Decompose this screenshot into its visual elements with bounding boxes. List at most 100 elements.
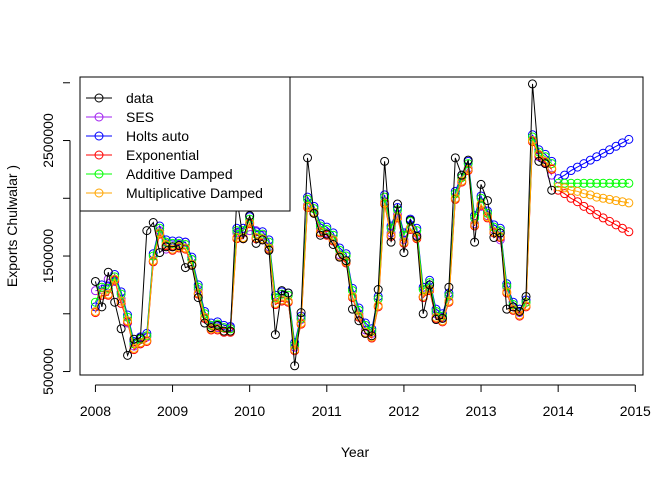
data-series-point	[547, 185, 557, 195]
exponential-fitted-point	[116, 298, 126, 308]
x-tick-label: 2008	[80, 403, 111, 419]
additive-damped-fitted-point	[354, 305, 364, 315]
multiplicative-damped-fitted-point	[277, 295, 287, 305]
additive-damped-fitted-point	[463, 159, 473, 169]
multiplicative-damped-fitted-point	[380, 198, 390, 208]
additive-damped-fitted-point	[116, 289, 126, 299]
additive-damped-fitted-point	[476, 193, 486, 203]
data-series-point	[290, 361, 300, 371]
multiplicative-damped-fitted-point	[348, 291, 358, 301]
legend-label: Exponential	[126, 147, 199, 163]
additive-damped-forecast-point	[605, 178, 615, 188]
data-series-point	[110, 297, 120, 307]
data-series-point	[283, 288, 293, 298]
additive-damped-forecast-point	[585, 178, 595, 188]
data-series-point	[174, 241, 184, 251]
data-series-point	[200, 318, 210, 328]
multiplicative-damped-fitted-point	[373, 301, 383, 311]
legend-swatch-marker	[94, 188, 104, 198]
data-series-point	[521, 291, 531, 301]
multiplicative-damped-fitted-point	[296, 318, 306, 328]
multiplicative-damped-forecast-point	[624, 198, 634, 208]
multiplicative-damped-fitted-point	[392, 212, 402, 222]
data-series-point	[437, 313, 447, 323]
data-series-point	[97, 302, 107, 312]
multiplicative-damped-forecast-point	[598, 193, 608, 203]
data-series-point	[418, 309, 428, 319]
data-series-point	[161, 242, 171, 252]
data-series-point	[90, 276, 100, 286]
multiplicative-damped-forecast-point	[560, 183, 570, 193]
data-series-point	[463, 155, 473, 165]
data-series-point	[515, 306, 525, 316]
data-series-point	[373, 285, 383, 295]
multiplicative-damped-fitted-point	[245, 218, 255, 228]
data-series-point	[219, 326, 229, 336]
data-series-point	[444, 282, 454, 292]
additive-damped-fitted-point	[161, 237, 171, 247]
legend-swatch-marker	[94, 93, 104, 103]
plot-area	[90, 79, 634, 371]
data-series-point	[341, 256, 351, 266]
multiplicative-damped-forecast-point	[592, 192, 602, 202]
data-series-point	[534, 156, 544, 166]
holts-auto-forecast-point	[624, 134, 634, 144]
legend: data SES Holts auto Exponential Additive Dam…	[79, 76, 291, 212]
additive-damped-forecast-point	[592, 178, 602, 188]
data-series-point	[470, 237, 480, 247]
data-series-point	[328, 239, 338, 249]
additive-damped-fitted-point	[322, 224, 332, 234]
additive-damped-forecast-point	[617, 178, 627, 188]
data-series-point	[540, 159, 550, 169]
additive-damped-forecast-point	[566, 178, 576, 188]
data-series-point	[425, 280, 435, 290]
data-series-point	[412, 231, 422, 241]
exponential-forecast-point	[624, 227, 634, 237]
data-series-point	[123, 350, 133, 360]
additive-damped-fitted-point	[277, 289, 287, 299]
multiplicative-damped-forecast-point	[611, 196, 621, 206]
data-series-point	[457, 170, 467, 180]
multiplicative-damped-forecast-point	[617, 197, 627, 207]
data-series-point	[380, 156, 390, 166]
data-series-point	[431, 315, 441, 325]
additive-damped-fitted-point	[412, 226, 422, 236]
data-series-point	[142, 226, 152, 236]
data-series-point	[258, 235, 268, 245]
y-tick-label: 1500000	[40, 229, 56, 284]
data-series-point	[348, 304, 358, 314]
x-tick-label: 2015	[620, 403, 651, 419]
data-series-point	[129, 334, 139, 344]
data-series-point	[502, 304, 512, 314]
multiplicative-damped-forecast-line	[558, 186, 629, 204]
additive-damped-forecast-point	[579, 178, 589, 188]
exponential-forecast-point	[585, 205, 595, 215]
data-series-point	[187, 260, 197, 270]
legend-box	[79, 76, 291, 212]
multiplicative-damped-fitted-point	[470, 220, 480, 230]
multiplicative-damped-fitted-point	[444, 296, 454, 306]
data-series-point	[238, 234, 248, 244]
data-series-point	[360, 328, 370, 338]
multiplicative-damped-fitted-point	[232, 233, 242, 243]
data-series-point	[450, 153, 460, 163]
data-series-point	[296, 308, 306, 318]
data-series-point	[180, 263, 190, 273]
multiplicative-damped-forecast-point	[585, 190, 595, 200]
multiplicative-damped-fitted-point	[450, 193, 460, 203]
additive-damped-fitted-point	[283, 290, 293, 300]
additive-damped-fitted-point	[328, 230, 338, 240]
multiplicative-damped-fitted-point	[527, 136, 537, 146]
multiplicative-damped-fitted-point	[457, 176, 467, 186]
multiplicative-damped-fitted-point	[290, 345, 300, 355]
multiplicative-damped-forecast-point	[579, 189, 589, 199]
plot-frame	[79, 76, 644, 376]
multiplicative-damped-fitted-point	[148, 256, 158, 266]
data-series-point	[367, 331, 377, 341]
multiplicative-damped-fitted-point	[90, 306, 100, 316]
additive-damped-fitted-point	[232, 226, 242, 236]
multiplicative-damped-fitted-point	[315, 227, 325, 237]
data-series-point	[148, 218, 158, 228]
legend-label: SES	[126, 109, 154, 125]
